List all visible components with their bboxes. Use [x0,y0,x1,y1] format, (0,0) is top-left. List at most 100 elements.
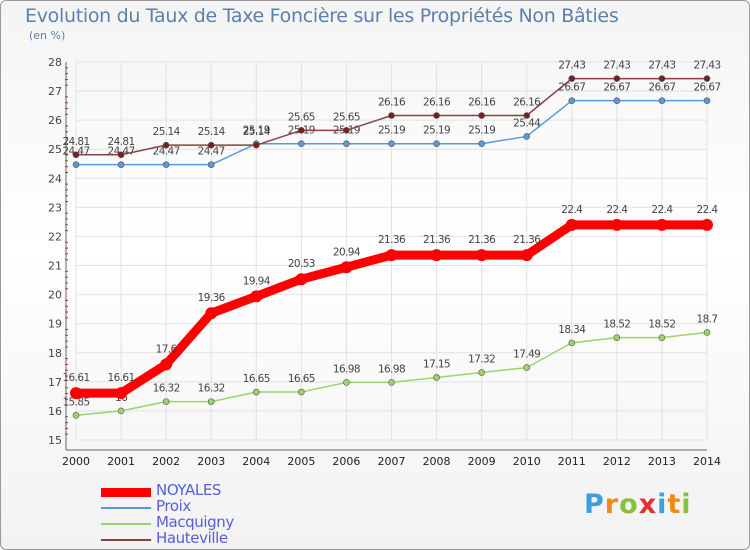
data-label-noyales: 16.61 [62,372,89,384]
data-label-macquigny: 17.32 [468,354,495,366]
data-point-noyales [655,218,668,231]
data-label-hauteville: 27.43 [558,60,585,72]
x-tick-label: 2012 [603,455,631,468]
legend-label-proix: Proix [156,497,191,515]
y-tick-label: 21 [48,260,62,273]
data-point-proix [117,161,125,168]
legend-swatch-macquigny [101,523,151,525]
x-tick-label: 2006 [332,455,360,468]
legend-label-noyales: NOYALES [156,481,222,499]
plot-area: 15 16 17 18 19 20 21 22 23 24 25 26 27 28 2000 2001 2002… [48,56,721,468]
logo-letter: x [638,489,658,520]
y-tick-label: 16 [48,405,62,418]
data-point-hauteville [703,75,711,82]
data-point-hauteville [613,75,621,82]
legend-swatch-hauteville [101,539,151,541]
y-tick-label: 26 [48,114,62,127]
data-point-hauteville [523,112,531,119]
x-tick-label: 2010 [513,455,541,468]
data-label-proix: 26.67 [603,82,630,94]
data-point-noyales [115,387,128,400]
data-point-hauteville [343,127,350,134]
x-tick-label: 2001 [107,455,135,468]
data-point-noyales [295,273,308,286]
data-label-macquigny: 18.7 [697,313,718,325]
data-point-noyales [520,249,533,262]
data-point-proix [478,140,485,148]
y-tick-label: 22 [48,230,62,243]
data-point-macquigny [298,388,305,396]
logo-letter: r [604,489,620,520]
y-tick-label: 15 [48,434,62,447]
data-label-proix: 26.67 [648,82,675,94]
data-point-hauteville [72,151,80,159]
data-label-hauteville: 26.16 [378,97,406,109]
data-label-macquigny: 17.15 [423,358,450,370]
data-label-noyales: 22.4 [561,204,583,216]
data-label-macquigny: 18.34 [558,324,586,336]
x-tick-label: 2002 [152,455,180,468]
legend-item-noyales: NOYALES [101,481,301,500]
data-point-macquigny [433,374,440,381]
proxiti-logo: Proxiti [584,489,692,520]
data-point-proix [207,161,215,168]
legend-item-proix: Proix [101,497,301,516]
data-label-macquigny: 15.85 [62,396,89,408]
data-label-hauteville: 26.16 [468,97,496,109]
data-point-proix [343,140,350,148]
x-tick-label: 2000 [62,455,90,468]
legend-label-macquigny: Macquigny [156,513,234,531]
data-label-hauteville: 27.43 [648,60,675,72]
x-tick-label: 2004 [242,455,270,468]
data-label-proix: 25.19 [423,125,450,137]
chart-title: Evolution du Taux de Taxe Foncière sur l… [25,5,619,27]
x-tick-label: 2005 [287,455,315,468]
data-label-hauteville: 24.81 [62,136,89,148]
data-label-macquigny: 18.52 [648,319,675,331]
legend-label-hauteville: Hauteville [156,529,228,547]
y-tick-label: 24 [48,172,62,185]
logo-letter: o [619,489,639,520]
data-label-hauteville: 25.65 [333,111,360,123]
logo-letter: t [667,489,682,520]
data-label-noyales: 21.36 [468,234,496,246]
data-label-macquigny: 16.98 [378,363,405,375]
y-tick-label: 17 [48,376,62,389]
data-label-noyales: 21.36 [423,234,451,246]
legend-swatch-noyales [101,488,151,497]
data-point-noyales [70,387,82,400]
data-label-hauteville: 25.14 [243,126,271,138]
data-label-proix: 26.67 [693,82,720,94]
data-point-proix [523,133,531,140]
data-point-noyales [250,290,263,303]
data-point-noyales [205,307,218,320]
data-point-macquigny [388,379,395,386]
data-point-noyales [610,218,623,231]
data-point-proix [388,140,395,148]
data-label-noyales: 17.6 [156,343,178,355]
data-point-proix [298,140,305,148]
y-tick-label: 28 [48,56,62,69]
data-label-noyales: 21.36 [513,234,541,246]
x-tick-label: 2011 [558,455,586,468]
data-label-hauteville: 26.16 [513,97,541,109]
data-point-hauteville [252,141,260,149]
data-label-proix: 24.47 [153,146,180,158]
data-point-hauteville [388,112,395,119]
data-label-hauteville: 24.81 [108,136,135,148]
data-point-noyales [701,218,713,231]
data-label-proix: 25.19 [243,125,270,137]
data-point-macquigny [117,407,125,415]
data-point-proix [703,97,711,104]
data-label-noyales: 22.4 [651,204,673,216]
data-label-hauteville: 25.14 [198,126,226,138]
data-point-macquigny [343,379,350,386]
data-point-proix [658,97,666,104]
data-point-macquigny [523,364,531,371]
data-point-noyales [340,261,353,274]
x-tick-label: 2003 [197,455,225,468]
data-label-noyales: 20.94 [333,246,361,258]
data-label-proix: 25.19 [468,125,495,137]
legend-item-macquigny: Macquigny [101,513,301,532]
